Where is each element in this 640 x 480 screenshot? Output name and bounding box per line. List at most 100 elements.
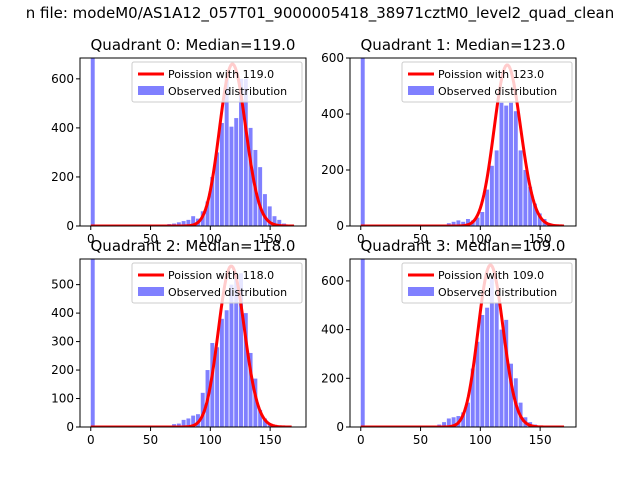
histogram-bar xyxy=(360,58,365,226)
y-tick-label: 200 xyxy=(321,371,344,385)
histogram-bar xyxy=(191,216,196,226)
histogram-bar xyxy=(234,118,239,226)
histogram-bar xyxy=(239,78,243,226)
histogram-bar xyxy=(191,415,196,427)
axes-frame xyxy=(79,258,307,428)
axes-frame xyxy=(349,57,577,227)
y-tick-label: 400 xyxy=(321,107,344,121)
histogram-bar xyxy=(200,392,205,427)
histogram-bar xyxy=(181,419,186,427)
histogram-bar xyxy=(360,259,365,427)
x-tick-label: 0 xyxy=(357,232,365,246)
histogram-bar xyxy=(509,363,513,427)
histogram-bar xyxy=(456,220,461,226)
histogram-bar xyxy=(210,343,215,427)
histogram-bar xyxy=(267,206,272,226)
y-tick-label: 400 xyxy=(51,306,74,320)
histogram-bar xyxy=(262,194,267,226)
legend-label-observed: Observed distribution xyxy=(438,286,557,299)
y-tick-label: 200 xyxy=(321,163,344,177)
y-tick-label: 0 xyxy=(66,420,74,434)
histogram-bar xyxy=(248,127,253,226)
histogram-bar xyxy=(219,318,224,427)
histogram-bar xyxy=(272,216,277,226)
histogram-bar xyxy=(90,58,95,226)
histogram-bar xyxy=(446,418,451,427)
y-tick-label: 500 xyxy=(51,278,74,292)
histogram-bar xyxy=(186,219,191,226)
x-tick-label: 50 xyxy=(413,433,428,447)
y-tick-label: 600 xyxy=(321,274,344,288)
histogram-bar xyxy=(465,402,470,427)
x-tick-label: 50 xyxy=(143,232,158,246)
legend-swatch-observed xyxy=(408,287,434,296)
histogram-bar xyxy=(234,278,239,427)
histogram-bar xyxy=(461,412,466,427)
histogram-bar xyxy=(470,368,475,427)
histogram-bar xyxy=(475,217,480,226)
histogram-bar xyxy=(537,213,542,226)
histogram-bar xyxy=(480,212,485,226)
poisson-fit-line xyxy=(90,264,292,427)
histogram-bar xyxy=(442,422,447,427)
histogram-bar xyxy=(90,259,95,427)
x-tick-label: 100 xyxy=(199,232,222,246)
histogram-bar xyxy=(523,170,528,226)
plot-area xyxy=(90,58,295,226)
y-tick-label: 0 xyxy=(336,420,344,434)
histogram-bar xyxy=(475,341,480,427)
panel-title: Quadrant 2: Median=118.0 xyxy=(91,237,296,255)
histogram-bar xyxy=(518,150,523,226)
histogram-bar xyxy=(504,319,509,427)
histogram-bar xyxy=(243,78,248,226)
x-tick-label: 0 xyxy=(357,433,365,447)
histogram-bar xyxy=(489,165,494,226)
quadrant-3-panel: 0 50 100 150 0 200 400 600 Quadrant 3: Median=10… xyxy=(321,237,577,447)
histogram-bar xyxy=(465,219,470,226)
legend-swatch-observed xyxy=(138,86,164,95)
histogram-bar xyxy=(262,418,267,427)
histogram-bar xyxy=(499,329,504,427)
y-tick-label: 600 xyxy=(51,72,74,86)
legend-label-observed: Observed distribution xyxy=(168,85,287,98)
y-tick-label: 100 xyxy=(51,392,74,406)
histogram-bar xyxy=(215,152,220,226)
x-tick-label: 0 xyxy=(87,232,95,246)
histogram-bar xyxy=(258,409,263,427)
x-tick-label: 50 xyxy=(413,232,428,246)
y-tick-label: 0 xyxy=(66,219,74,233)
histogram-bar xyxy=(504,105,509,226)
legend-label-fit: Poission with 123.0 xyxy=(438,68,544,81)
poisson-fit-line xyxy=(360,263,565,427)
legend-label-observed: Observed distribution xyxy=(168,286,287,299)
histogram-bar xyxy=(239,273,243,427)
plot-area xyxy=(360,259,565,427)
plot-area xyxy=(90,259,292,427)
y-tick-label: 400 xyxy=(321,323,344,337)
legend-box xyxy=(401,262,573,304)
histogram-bar xyxy=(494,150,499,226)
x-tick-label: 50 xyxy=(143,433,158,447)
x-tick-label: 100 xyxy=(469,232,492,246)
histogram-bar xyxy=(461,221,466,226)
panel-title: Quadrant 1: Median=123.0 xyxy=(361,36,566,54)
histogram-bar xyxy=(480,315,485,427)
histogram-bar xyxy=(532,203,537,226)
poisson-fit-line xyxy=(90,62,295,226)
legend-label-fit: Poission with 118.0 xyxy=(168,269,274,282)
legend-box xyxy=(401,61,573,103)
x-tick-label: 150 xyxy=(529,232,552,246)
quadrant-0-panel: 0 50 100 150 0 200 400 600 Quadrant 0: Median=11… xyxy=(51,36,307,246)
legend-label-fit: Poission with 109.0 xyxy=(438,269,544,282)
panel-title: Quadrant 0: Median=119.0 xyxy=(91,36,296,54)
panel-title: Quadrant 3: Median=109.0 xyxy=(361,237,566,255)
histogram-bar xyxy=(451,417,456,427)
quadrant-1-panel: 0 50 100 150 0 200 400 600 Quadrant 1: Median=12… xyxy=(321,36,577,246)
histogram-bar xyxy=(181,221,186,226)
legend-swatch-observed xyxy=(408,86,434,95)
legend-box xyxy=(131,61,303,103)
histogram-bar xyxy=(509,102,513,226)
histogram-bar xyxy=(513,111,518,226)
histogram-bar xyxy=(176,423,181,427)
